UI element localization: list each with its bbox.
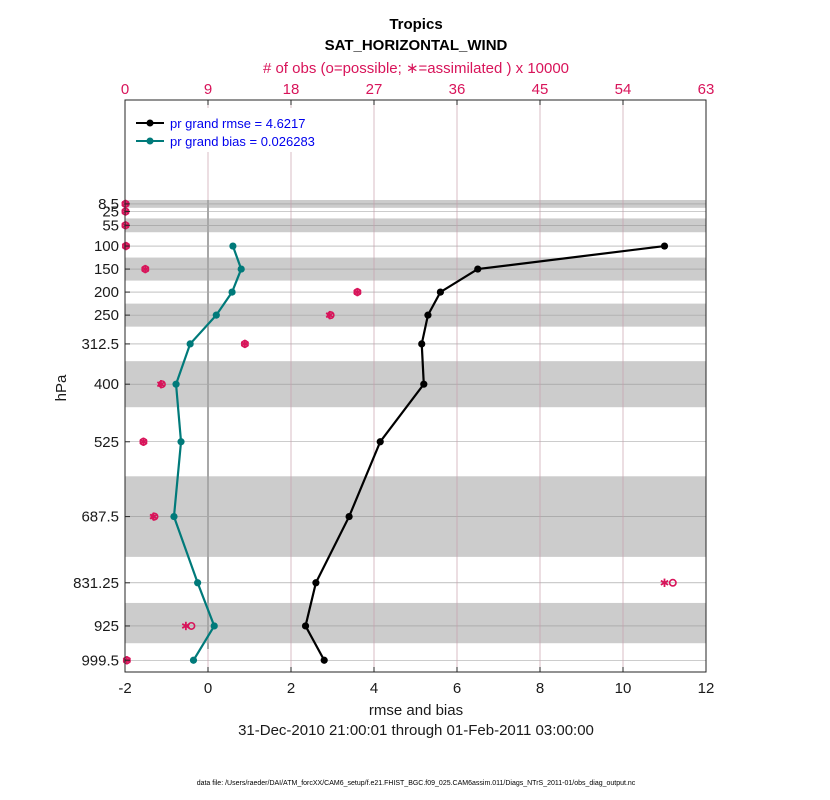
series-point-pr-grand-rmse (376, 438, 384, 446)
x-tick-label: 0 (204, 680, 212, 697)
obs-assimilated-stroke-2 (139, 438, 148, 445)
obs-assimilated-stroke-2 (240, 341, 249, 347)
series-point-pr-grand-bias (212, 311, 220, 319)
obs-assimilated-stroke-2 (156, 381, 166, 388)
obs-assimilated-stroke-2 (149, 513, 158, 520)
data-file-footer: data file: /Users/raeder/DAI/ATM_forcXX/… (197, 780, 636, 787)
y-tick-label: 312.5 (81, 336, 119, 353)
top-tick-label: 27 (366, 81, 383, 98)
series-lines (170, 242, 669, 664)
series-point-pr-grand-rmse (420, 380, 428, 388)
series-point-pr-grand-bias (210, 622, 218, 630)
y-tick-label: 925 (94, 618, 119, 635)
series-point-pr-grand-bias (172, 380, 180, 388)
series-point-pr-grand-rmse (660, 242, 669, 250)
top-tick-label: 0 (121, 81, 129, 98)
obs-assimilated-marker (141, 264, 150, 274)
series-point-pr-grand-bias (228, 288, 236, 296)
top-tick-label: 36 (449, 81, 466, 98)
series-point-pr-grand-rmse (301, 622, 310, 630)
level-gridlines (125, 203, 706, 661)
top-axis: 0 9 18 27 36 45 54 63 (121, 81, 715, 105)
top-tick-label: 18 (283, 81, 300, 98)
chart-subtitle: SAT_HORIZONTAL_WIND (325, 37, 508, 54)
legend-label-rmse: pr grand rmse = 4.6217 (170, 116, 306, 131)
obs-assimilated-marker (660, 578, 669, 587)
y-axis-label: hPa (53, 374, 70, 401)
obs-assimilated-stroke-2 (181, 623, 190, 629)
obs-assimilated-marker (139, 437, 148, 446)
series-point-pr-grand-rmse (345, 512, 353, 521)
x-tick-label: 2 (287, 680, 295, 697)
legend-label-bias: pr grand bias = 0.026283 (170, 134, 315, 149)
legend-marker-bias (146, 137, 154, 145)
x-tick-label: 10 (615, 680, 632, 697)
obs-possible-marker (187, 621, 196, 630)
obs-assimilated-marker (240, 339, 249, 349)
y-tick-label: 400 (94, 376, 119, 393)
series-point-pr-grand-bias (170, 512, 178, 521)
legend-box (130, 108, 340, 152)
top-axis-label: # of obs (o=possible; ∗=assimilated ) x … (263, 60, 569, 77)
obs-possible-marker (150, 512, 159, 521)
y-tick-label: 250 (94, 307, 119, 324)
series-point-pr-grand-bias (177, 438, 185, 446)
legend-marker-rmse (146, 119, 154, 127)
x-tick-label: 4 (370, 680, 378, 697)
obs-assimilated-marker (149, 512, 158, 521)
series-point-pr-grand-rmse (436, 288, 444, 296)
series-point-pr-grand-rmse (312, 579, 320, 587)
x-tick-label: 6 (453, 680, 461, 697)
x-tick-label: -2 (118, 680, 131, 697)
plot-frame (124, 99, 707, 673)
layer-band-6 (125, 602, 706, 644)
obs-possible-marker (668, 578, 677, 587)
chart-title: Tropics (389, 16, 442, 33)
series-point-pr-grand-rmse (418, 340, 426, 348)
top-tick-label: 63 (698, 81, 715, 98)
obs-assimilated-stroke-2 (141, 266, 150, 272)
y-tick-label: 8.5 (98, 196, 119, 213)
series-point-pr-grand-bias (194, 579, 202, 587)
obs-assimilated-marker (181, 621, 190, 631)
y-tick-label: 999.5 (81, 652, 119, 669)
obs-assimilated-marker (156, 379, 166, 389)
top-tick-label: 9 (204, 81, 212, 98)
y-tick-label: 687.5 (81, 509, 119, 526)
obs-possible-marker (157, 380, 166, 389)
x-tick-label: 12 (698, 680, 715, 697)
y-tick-label: 150 (94, 261, 119, 278)
y-tick-label: 525 (94, 434, 119, 451)
bottom-axis: -2 0 2 4 6 8 10 12 (118, 667, 714, 697)
y-tick-label: 55 (102, 217, 119, 234)
series-point-pr-grand-rmse (474, 265, 482, 273)
obs-assimilated-marker (353, 287, 362, 297)
series-point-pr-grand-bias (229, 242, 237, 250)
y-tick-label: 831.25 (73, 575, 119, 592)
series-point-pr-grand-bias (237, 265, 245, 273)
obs-assimilated-stroke-2 (660, 579, 669, 586)
legend: pr grand rmse = 4.6217 pr grand bias = 0… (130, 108, 340, 152)
y-tick-label: 25 (102, 204, 119, 221)
obs-assimilated-marker (325, 310, 334, 320)
obs-assimilated-stroke-2 (325, 312, 334, 319)
series-point-pr-grand-bias (186, 340, 194, 348)
x-tick-label: 8 (536, 680, 544, 697)
x-axis-label: rmse and bias (369, 702, 463, 719)
series-point-pr-grand-rmse (424, 311, 432, 319)
obs-assimilated-stroke-2 (353, 289, 362, 295)
obs-markers (121, 199, 677, 665)
series-point-pr-grand-rmse (320, 656, 328, 664)
top-tick-label: 54 (615, 81, 632, 98)
top-tick-label: 45 (532, 81, 549, 98)
obs-possible-marker (326, 311, 335, 320)
series-point-pr-grand-bias (189, 656, 198, 664)
y-tick-label: 200 (94, 284, 119, 301)
y-tick-label: 100 (94, 238, 119, 255)
date-range: 31-Dec-2010 21:00:01 through 01-Feb-2011… (238, 722, 594, 739)
